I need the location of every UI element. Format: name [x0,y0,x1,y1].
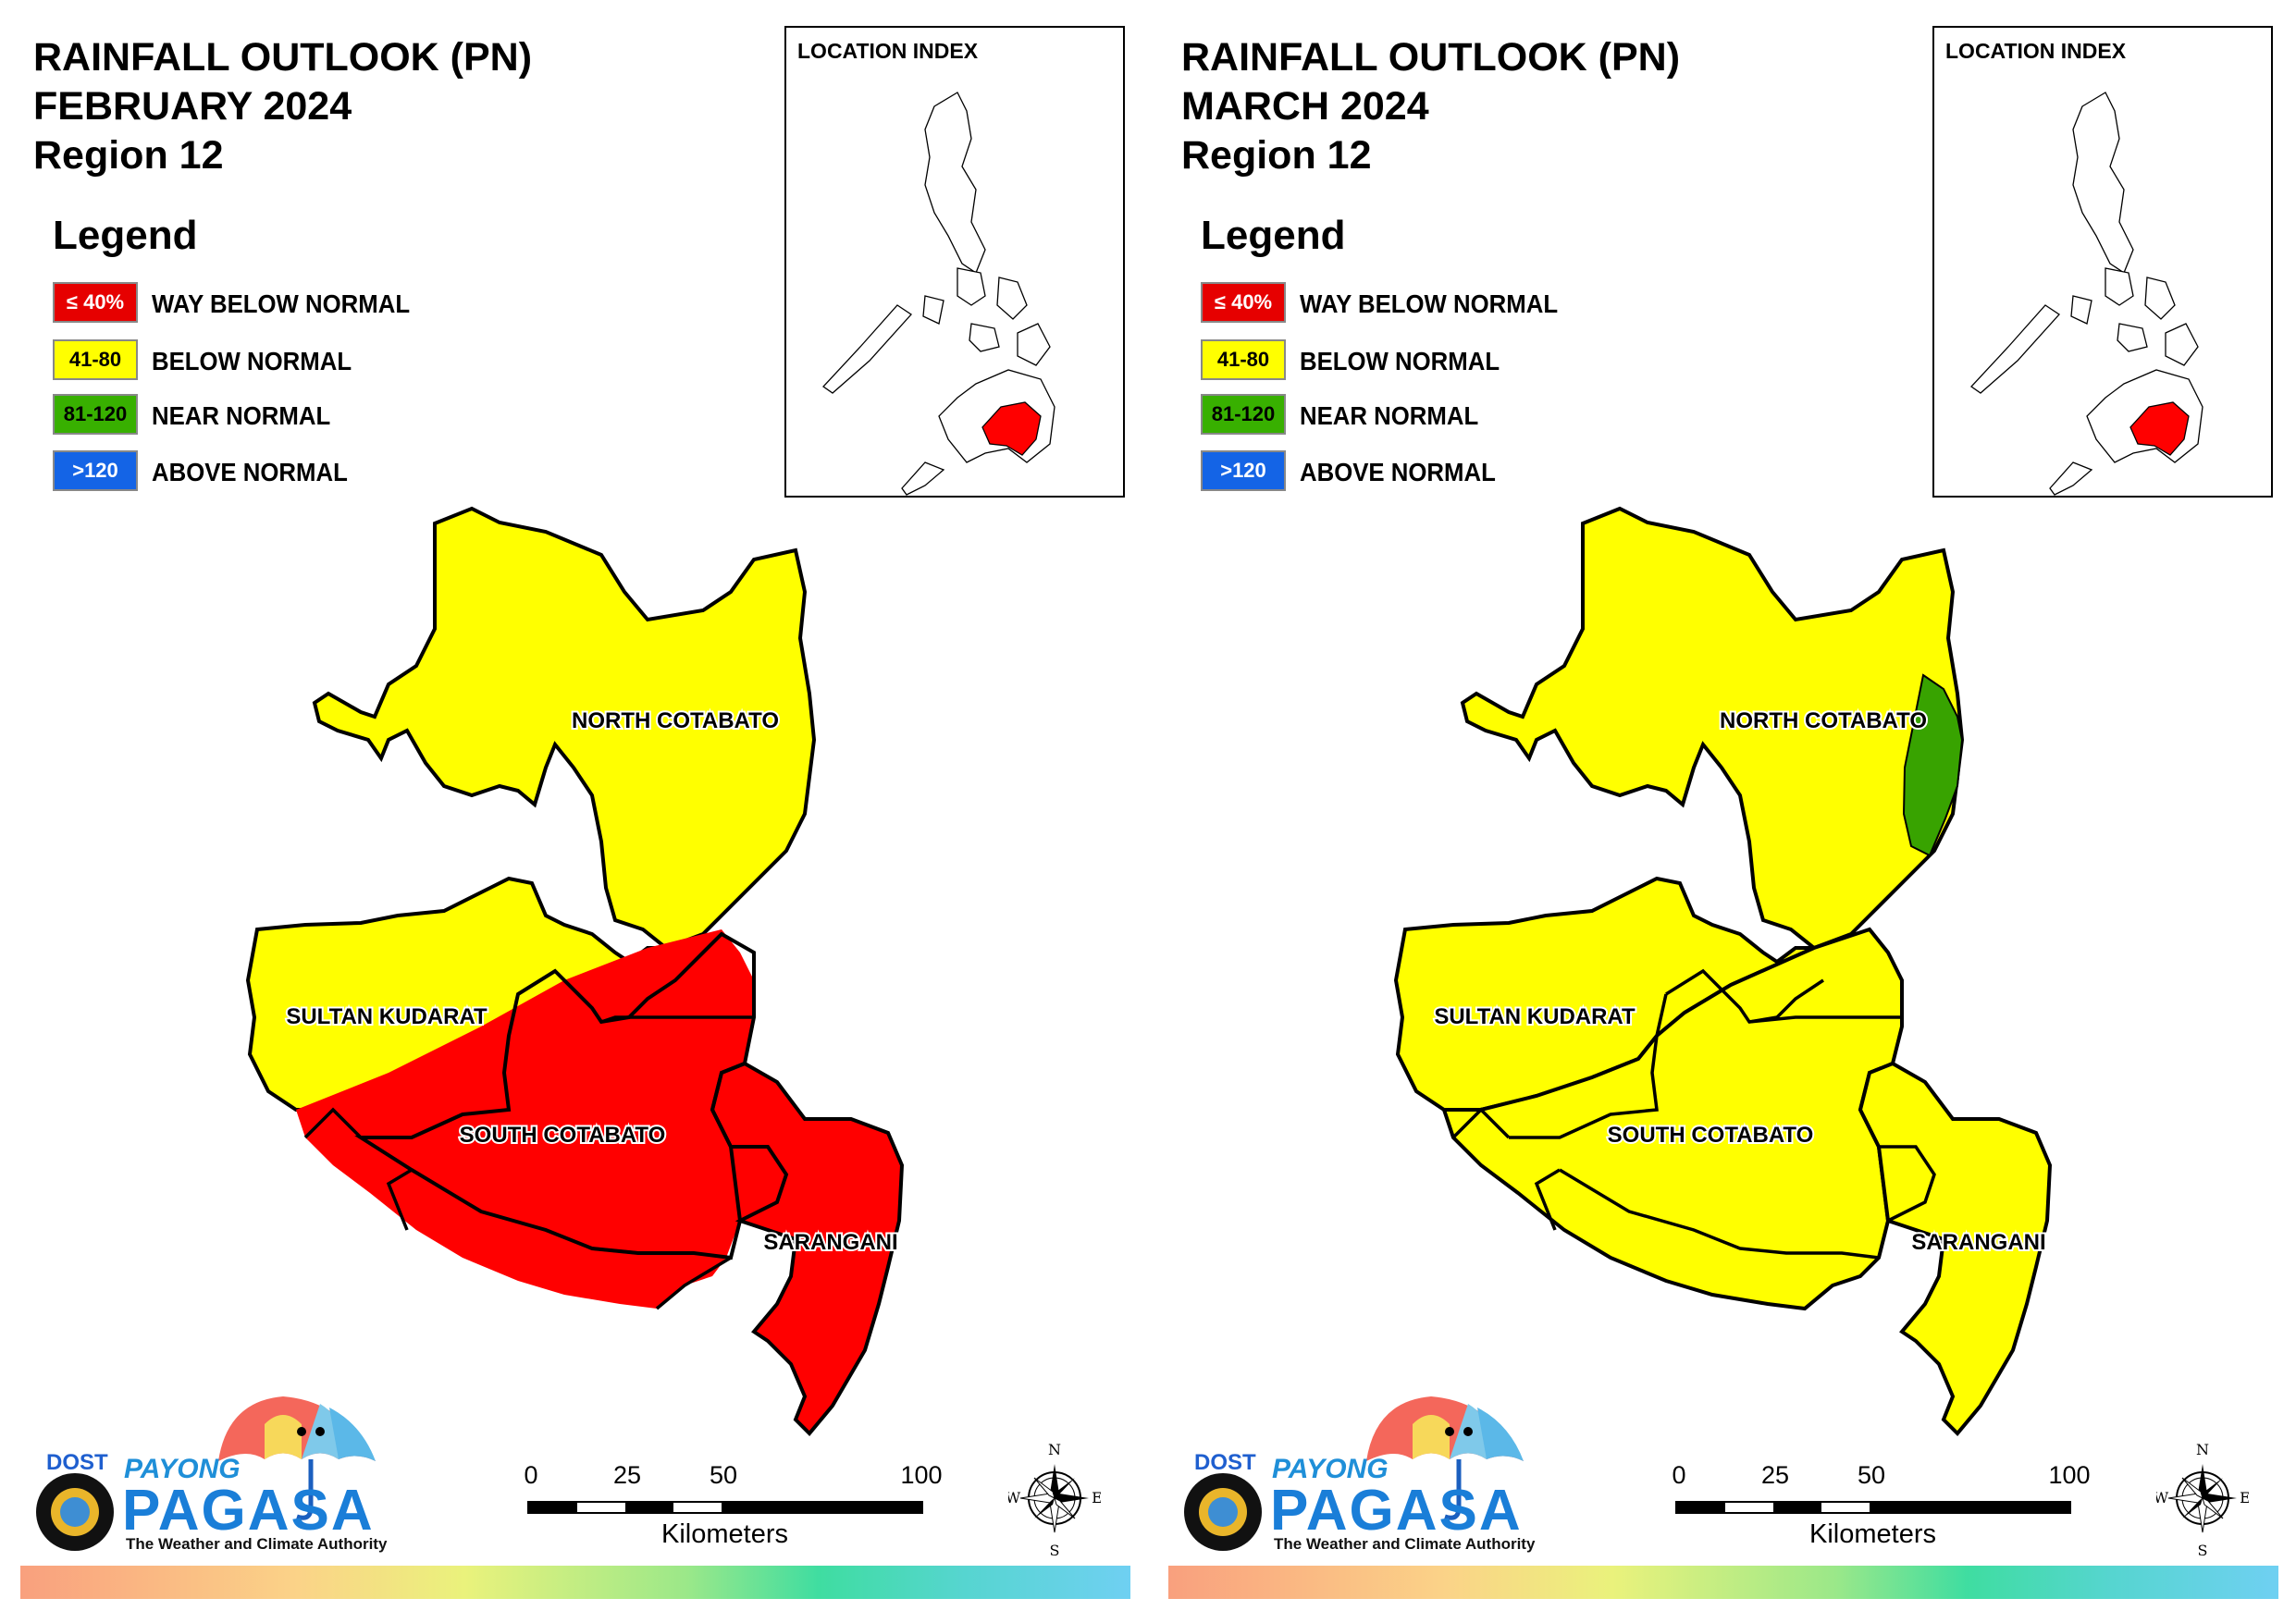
scale-tick: 0 [524,1461,538,1489]
umbrella-icon [1184,1396,1524,1551]
compass-s: S [2198,1542,2208,1558]
label-sultan-kudarat: SULTAN KUDARAT [286,1004,488,1029]
title-line-1: RAINFALL OUTLOOK (PN) [1181,35,1681,80]
pagasa-logo: DOST PAYONG PAGASA The Weather and Clima… [33,1387,394,1563]
legend-label: NEAR NORMAL [152,401,331,430]
legend-heading: Legend [1201,213,1346,258]
compass-n: N [2196,1441,2209,1458]
dost-seal-icon [1184,1473,1262,1551]
label-sarangani: SARANGANI [1911,1230,2045,1255]
scale-bar-track [527,1501,923,1514]
map-title: RAINFALL OUTLOOK (PN) FEBRUARY 2024 Regi… [33,33,532,180]
legend-heading: Legend [53,213,198,258]
compass-w: W [2156,1489,2169,1506]
legend-swatch: >120 [1201,450,1286,491]
municipal-boundaries [303,1015,754,1310]
legend-label: WAY BELOW NORMAL [1300,289,1559,318]
title-line-3: Region 12 [33,133,224,178]
logo-pagasa-text: PAGASA [122,1479,375,1543]
legend-swatch: 81-120 [1201,394,1286,435]
logo-payong-text: PAYONG [1272,1454,1389,1484]
scale-unit: Kilometers [1809,1519,1936,1549]
inset-title: LOCATION INDEX [797,39,979,63]
label-north-cotabato: NORTH COTABATO [572,708,779,733]
province-sarangani [1858,1061,2053,1436]
label-sarangani: SARANGANI [763,1230,897,1255]
color-gradient-bar [1168,1566,2278,1599]
province-north-cotabato [312,506,817,951]
color-gradient-bar [20,1566,1130,1599]
legend-swatch: 41-80 [53,339,138,380]
label-north-cotabato: NORTH COTABATO [1720,708,1927,733]
map-title: RAINFALL OUTLOOK (PN) MARCH 2024 Region … [1181,33,1680,180]
title-line-2: MARCH 2024 [1181,84,1429,129]
province-sarangani [710,1061,905,1436]
legend-label: BELOW NORMAL [1300,347,1500,375]
scale-unit: Kilometers [661,1519,788,1549]
scale-bar: 0 25 50 100 Kilometers [524,1461,942,1563]
legend-label: ABOVE NORMAL [1300,458,1496,486]
near-normal-area [1902,673,1964,857]
scale-tick: 50 [709,1461,738,1489]
location-index-inset: LOCATION INDEX [1932,26,2273,498]
compass-e: E [2240,1489,2249,1506]
logo-tagline: The Weather and Climate Authority [1274,1535,1536,1553]
region-12-map: NORTH COTABATO SULTAN KUDARAT SOUTH COTA… [245,506,905,1436]
umbrella-icon [36,1396,376,1551]
scale-tick: 25 [1760,1461,1790,1489]
legend-swatch: 41-80 [1201,339,1286,380]
municipal-boundaries [1451,968,1936,1260]
compass-icon: N S E W [2154,1441,2251,1559]
legend-swatch: ≤ 40% [1201,282,1286,323]
legend-label: NEAR NORMAL [1300,401,1479,430]
compass-rose: N S E W [2154,1438,2251,1559]
philippines-locator-map [822,92,1055,496]
title-line-1: RAINFALL OUTLOOK (PN) [33,35,533,80]
title-line-3: Region 12 [1181,133,1372,178]
logo-payong-text: PAYONG [124,1454,241,1484]
scale-tick: 100 [2048,1461,2091,1489]
scale-bar: 0 25 50 100 Kilometers [1672,1461,2090,1563]
province-sultan-kudarat [1393,876,1815,1112]
legend-swatch: >120 [53,450,138,491]
logo-dost-text: DOST [46,1450,108,1475]
compass-e: E [1092,1489,1101,1506]
inset-title: LOCATION INDEX [1945,39,2127,63]
legend-swatch: ≤ 40% [53,282,138,323]
compass-s: S [1050,1542,1060,1558]
region-12-map: NORTH COTABATO SULTAN KUDARAT SOUTH COTA… [1393,506,2053,1436]
scale-tick: 100 [900,1461,943,1489]
scale-tick: 25 [612,1461,642,1489]
way-below-normal-area [296,929,902,1433]
pagasa-logo: DOST PAYONG PAGASA The Weather and Clima… [1181,1387,1542,1563]
legend-label: BELOW NORMAL [152,347,352,375]
title-line-2: FEBRUARY 2024 [33,84,352,129]
outlook-panel-march: RAINFALL OUTLOOK (PN) MARCH 2024 Region … [1148,0,2296,1623]
label-south-cotabato: SOUTH COTABATO [1608,1123,1814,1148]
compass-rose: N S E W [1006,1438,1103,1559]
philippines-locator-map [1970,92,2203,496]
legend-label: ABOVE NORMAL [152,458,348,486]
dost-seal-icon [36,1473,114,1551]
logo-tagline: The Weather and Climate Authority [126,1535,388,1553]
logo-pagasa-text: PAGASA [1270,1479,1523,1543]
legend-label: WAY BELOW NORMAL [152,289,411,318]
compass-n: N [1048,1441,1061,1458]
scale-tick: 50 [1857,1461,1886,1489]
label-sultan-kudarat: SULTAN KUDARAT [1434,1004,1636,1029]
region-12-highlight [2129,401,2190,456]
province-north-cotabato [1460,506,1965,951]
region-12-highlight [981,401,1042,456]
compass-icon: N S E W [1006,1441,1103,1559]
legend-swatch: 81-120 [53,394,138,435]
outlook-panel-february: RAINFALL OUTLOOK (PN) FEBRUARY 2024 Regi… [20,26,1130,1599]
location-index-inset: LOCATION INDEX [784,26,1125,498]
scale-tick: 0 [1672,1461,1686,1489]
label-south-cotabato: SOUTH COTABATO [460,1123,666,1148]
logo-dost-text: DOST [1194,1450,1256,1475]
compass-w: W [1008,1489,1021,1506]
scale-bar-track [1675,1501,2071,1514]
